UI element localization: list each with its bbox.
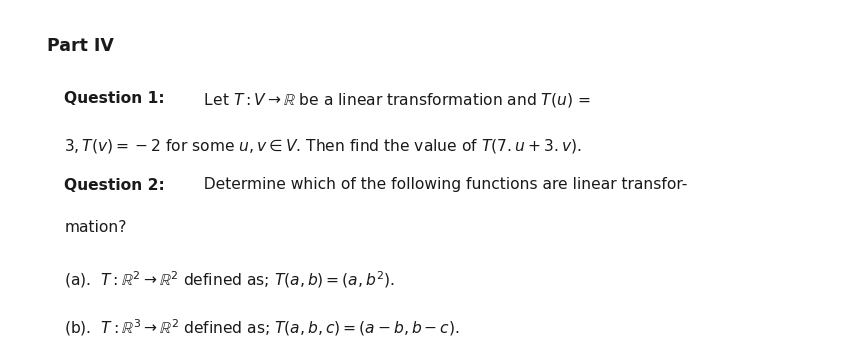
Text: Determine which of the following functions are linear transfor-: Determine which of the following functio… [195,178,687,192]
Text: mation?: mation? [64,220,127,235]
Text: (a).  $T : \mathbb{R}^2 \rightarrow \mathbb{R}^2$ defined as; $T(a, b) = (a, b^2: (a). $T : \mathbb{R}^2 \rightarrow \math… [64,270,395,290]
Text: Part IV: Part IV [47,37,114,55]
Text: Question 1:: Question 1: [64,91,165,105]
Text: Question 2:: Question 2: [64,178,165,192]
Text: (b).  $T : \mathbb{R}^3 \rightarrow \mathbb{R}^2$ defined as; $T(a, b, c) = (a -: (b). $T : \mathbb{R}^3 \rightarrow \math… [64,318,460,338]
Text: Let $T : V \rightarrow \mathbb{R}$ be a linear transformation and $T(u)$ =: Let $T : V \rightarrow \mathbb{R}$ be a … [195,91,590,109]
Text: $3, T(v) = -2$ for some $u, v \in V$. Then find the value of $T(7.u + 3.v)$.: $3, T(v) = -2$ for some $u, v \in V$. Th… [64,137,582,155]
